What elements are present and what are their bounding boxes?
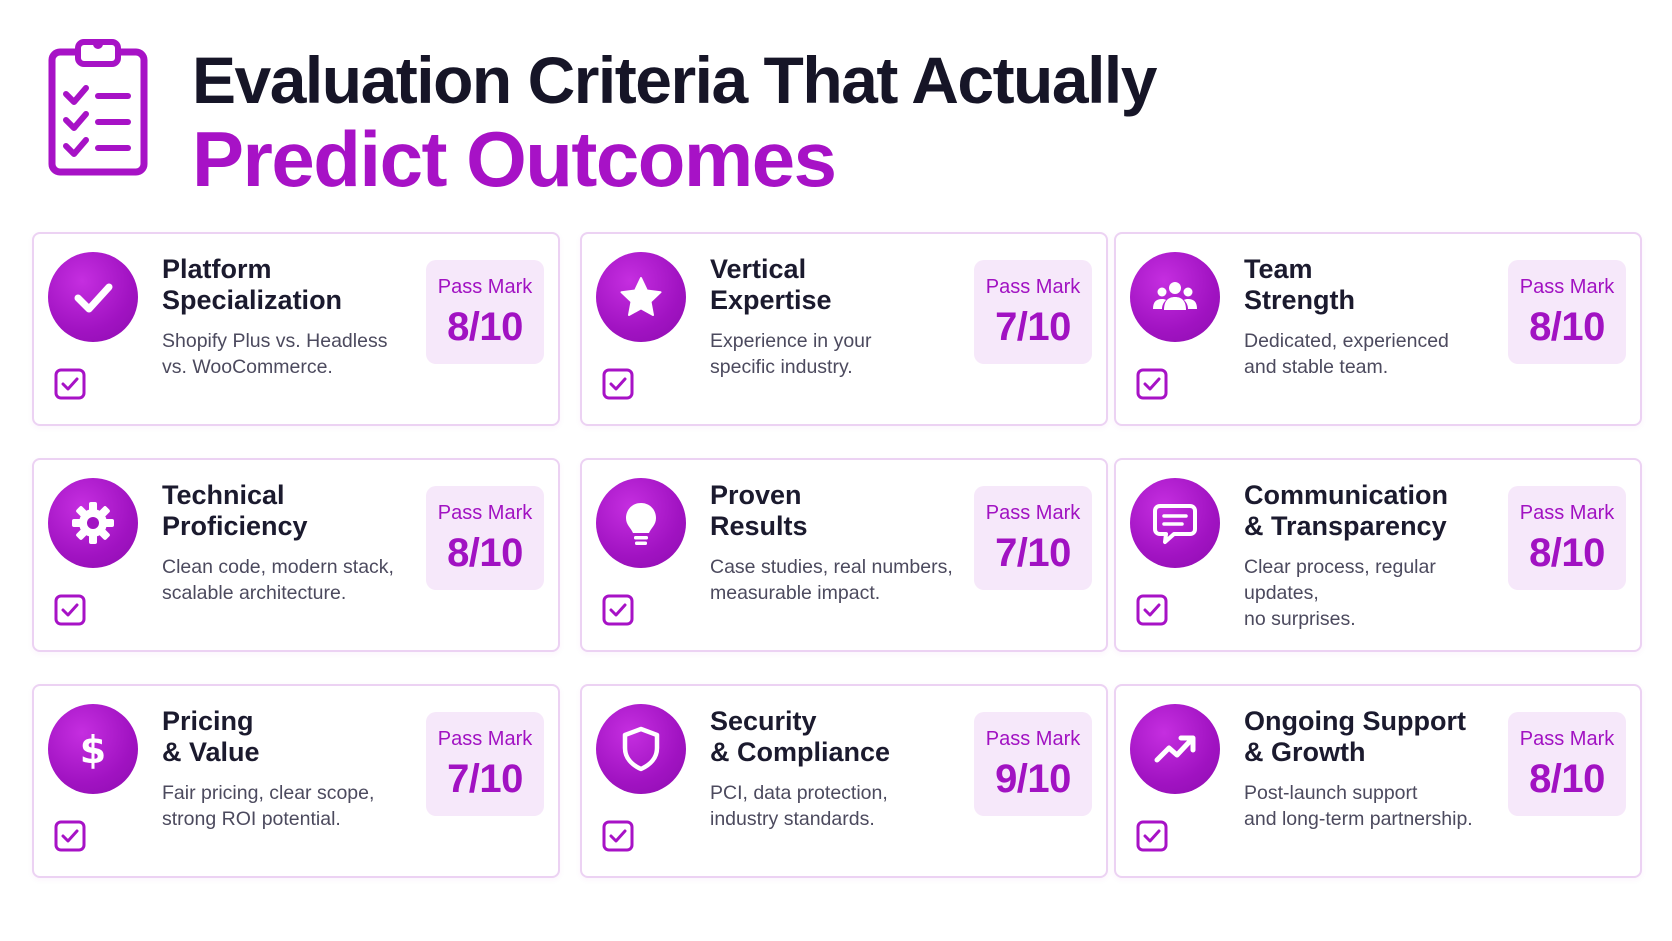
pass-mark-score: 7/10 xyxy=(995,305,1071,349)
team-icon xyxy=(1130,252,1220,342)
pass-mark-badge: Pass Mark 8/10 xyxy=(426,486,544,590)
card-description: Clean code, modern stack, scalable archi… xyxy=(162,556,394,604)
card-title: Security & Compliance xyxy=(710,706,891,767)
criteria-card-pricing: $ Pricing & Value Fair pricing, clear sc… xyxy=(32,684,560,878)
card-description: Case studies, real numbers, measurable i… xyxy=(710,556,953,604)
trending-up-icon xyxy=(1130,704,1220,794)
checkmark-icon xyxy=(48,252,138,342)
checkbox-icon xyxy=(1136,820,1168,852)
pass-mark-score: 8/10 xyxy=(1529,757,1605,801)
pass-mark-label: Pass Mark xyxy=(985,276,1081,298)
pass-mark-label: Pass Mark xyxy=(1519,276,1615,298)
checkbox-icon xyxy=(1136,368,1168,400)
shield-icon xyxy=(596,704,686,794)
pass-mark-score: 9/10 xyxy=(995,757,1071,801)
card-title: Proven Results xyxy=(710,480,808,541)
checkbox-icon xyxy=(54,820,86,852)
star-icon xyxy=(596,252,686,342)
pass-mark-label: Pass Mark xyxy=(437,502,533,524)
checkbox-icon xyxy=(602,820,634,852)
card-title: Pricing & Value xyxy=(162,706,260,767)
gear-icon xyxy=(48,478,138,568)
pass-mark-label: Pass Mark xyxy=(985,502,1081,524)
criteria-card-support: Ongoing Support & Growth Post-launch sup… xyxy=(1114,684,1642,878)
card-title: Vertical Expertise xyxy=(710,254,832,315)
pass-mark-score: 8/10 xyxy=(1529,305,1605,349)
pass-mark-badge: Pass Mark 9/10 xyxy=(974,712,1092,816)
card-description: PCI, data protection, industry standards… xyxy=(710,782,888,830)
checkbox-icon xyxy=(1136,594,1168,626)
card-title: Platform Specialization xyxy=(162,254,343,315)
pass-mark-label: Pass Mark xyxy=(437,276,533,298)
checkbox-icon xyxy=(54,594,86,626)
pass-mark-badge: Pass Mark 7/10 xyxy=(426,712,544,816)
criteria-card-results: Proven Results Case studies, real number… xyxy=(580,458,1108,652)
card-title: Communication & Transparency xyxy=(1244,480,1449,541)
pass-mark-badge: Pass Mark 8/10 xyxy=(1508,486,1626,590)
lightbulb-icon xyxy=(596,478,686,568)
pass-mark-badge: Pass Mark 7/10 xyxy=(974,260,1092,364)
pass-mark-score: 7/10 xyxy=(447,757,523,801)
criteria-grid: Platform Specialization Shopify Plus vs.… xyxy=(32,232,1642,882)
pass-mark-score: 8/10 xyxy=(447,531,523,575)
pass-mark-label: Pass Mark xyxy=(1519,728,1615,750)
criteria-card-platform: Platform Specialization Shopify Plus vs.… xyxy=(32,232,560,426)
pass-mark-label: Pass Mark xyxy=(437,728,533,750)
pass-mark-badge: Pass Mark 8/10 xyxy=(1508,712,1626,816)
dollar-icon: $ xyxy=(48,704,138,794)
criteria-card-technical: Technical Proficiency Clean code, modern… xyxy=(32,458,560,652)
header: Evaluation Criteria That Actually Predic… xyxy=(48,36,1448,203)
card-title: Technical Proficiency xyxy=(162,480,308,541)
card-description: Post-launch support and long-term partne… xyxy=(1244,782,1473,830)
criteria-card-vertical: Vertical Expertise Experience in your sp… xyxy=(580,232,1108,426)
pass-mark-score: 8/10 xyxy=(447,305,523,349)
criteria-card-team: Team Strength Dedicated, experienced and… xyxy=(1114,232,1642,426)
chat-bubble-icon xyxy=(1130,478,1220,568)
clipboard-checklist-icon xyxy=(48,39,148,176)
card-title: Team Strength xyxy=(1244,254,1355,315)
pass-mark-label: Pass Mark xyxy=(1519,502,1615,524)
criteria-card-communication: Communication & Transparency Clear proce… xyxy=(1114,458,1642,652)
page-title: Evaluation Criteria That Actually xyxy=(192,43,1157,117)
card-description: Experience in your specific industry. xyxy=(710,330,872,378)
svg-text:$: $ xyxy=(80,728,106,772)
card-description: Shopify Plus vs. Headless vs. WooCommerc… xyxy=(162,330,388,378)
checkbox-icon xyxy=(54,368,86,400)
pass-mark-badge: Pass Mark 8/10 xyxy=(1508,260,1626,364)
page-subtitle: Predict Outcomes xyxy=(192,115,837,203)
pass-mark-badge: Pass Mark 8/10 xyxy=(426,260,544,364)
card-description: Fair pricing, clear scope, strong ROI po… xyxy=(162,782,375,830)
pass-mark-label: Pass Mark xyxy=(985,728,1081,750)
checkbox-icon xyxy=(602,594,634,626)
card-description: Dedicated, experienced and stable team. xyxy=(1244,330,1449,378)
card-description: Clear process, regular updates, no surpr… xyxy=(1244,556,1436,630)
pass-mark-badge: Pass Mark 7/10 xyxy=(974,486,1092,590)
pass-mark-score: 7/10 xyxy=(995,531,1071,575)
criteria-card-security: Security & Compliance PCI, data protecti… xyxy=(580,684,1108,878)
card-title: Ongoing Support & Growth xyxy=(1244,706,1466,767)
checkbox-icon xyxy=(602,368,634,400)
pass-mark-score: 8/10 xyxy=(1529,531,1605,575)
